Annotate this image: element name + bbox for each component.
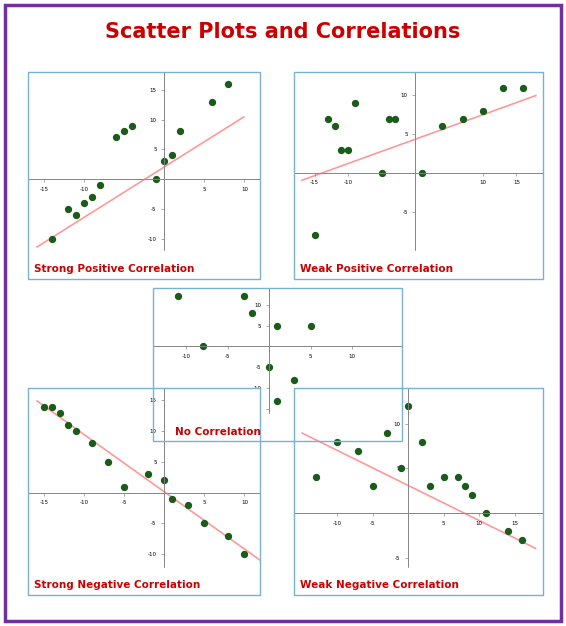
Point xyxy=(344,145,353,155)
Point xyxy=(350,98,359,108)
Point xyxy=(64,203,73,213)
Point xyxy=(518,83,528,93)
Point xyxy=(425,481,434,491)
Point xyxy=(208,96,217,106)
Point xyxy=(378,168,387,178)
Point xyxy=(48,401,57,411)
Point xyxy=(88,192,97,202)
Point xyxy=(273,396,282,406)
Point xyxy=(173,291,182,301)
Point xyxy=(120,126,129,136)
Point xyxy=(323,113,332,123)
Point xyxy=(404,401,413,411)
Text: Strong Positive Correlation: Strong Positive Correlation xyxy=(34,264,194,274)
Point xyxy=(144,470,153,480)
Point xyxy=(168,494,177,504)
Point xyxy=(418,168,427,178)
Text: Weak Positive Correlation: Weak Positive Correlation xyxy=(300,264,453,274)
Point xyxy=(311,472,320,482)
Point xyxy=(248,308,257,318)
Point xyxy=(332,437,341,447)
Point xyxy=(56,408,65,418)
Point xyxy=(152,174,161,184)
Point xyxy=(461,481,470,491)
Point xyxy=(128,120,137,130)
Point xyxy=(198,341,207,351)
Point xyxy=(64,420,73,430)
Point xyxy=(200,518,209,528)
Point xyxy=(120,481,129,491)
Point xyxy=(224,531,233,541)
Point xyxy=(184,500,193,510)
Point xyxy=(397,463,406,473)
Point xyxy=(323,391,332,401)
Point xyxy=(176,126,185,136)
Text: Strong Negative Correlation: Strong Negative Correlation xyxy=(34,580,200,590)
Text: Weak Negative Correlation: Weak Negative Correlation xyxy=(300,580,459,590)
Point xyxy=(478,106,487,116)
Point xyxy=(438,121,447,131)
Text: No Correlation: No Correlation xyxy=(175,427,261,437)
Point xyxy=(384,113,393,123)
Text: Scatter Plots and Correlations: Scatter Plots and Correlations xyxy=(105,22,461,42)
Point xyxy=(458,113,467,123)
Point xyxy=(310,230,319,240)
Point xyxy=(453,472,462,482)
Point xyxy=(72,426,81,436)
Point xyxy=(40,401,49,411)
Point xyxy=(503,526,512,536)
Point xyxy=(273,321,282,331)
Point xyxy=(160,475,169,485)
Point xyxy=(337,145,346,155)
Point xyxy=(354,446,363,456)
Point xyxy=(330,121,339,131)
Point xyxy=(48,233,57,244)
Point xyxy=(239,291,248,301)
Point xyxy=(418,437,427,447)
Point xyxy=(104,457,113,467)
Point xyxy=(482,508,491,518)
Point xyxy=(391,113,400,123)
Point xyxy=(160,156,169,166)
Point xyxy=(499,83,508,93)
Point xyxy=(72,210,81,220)
Point xyxy=(224,79,233,89)
Point xyxy=(112,132,121,142)
Point xyxy=(382,428,391,438)
Point xyxy=(264,362,273,372)
Point xyxy=(96,180,105,190)
Point xyxy=(88,438,97,448)
Point xyxy=(306,321,315,331)
Point xyxy=(289,375,298,385)
Point xyxy=(240,549,249,559)
Point xyxy=(168,150,177,160)
Point xyxy=(80,198,89,208)
Point xyxy=(517,535,526,545)
Point xyxy=(439,472,448,482)
Point xyxy=(468,490,477,500)
Point xyxy=(368,481,377,491)
